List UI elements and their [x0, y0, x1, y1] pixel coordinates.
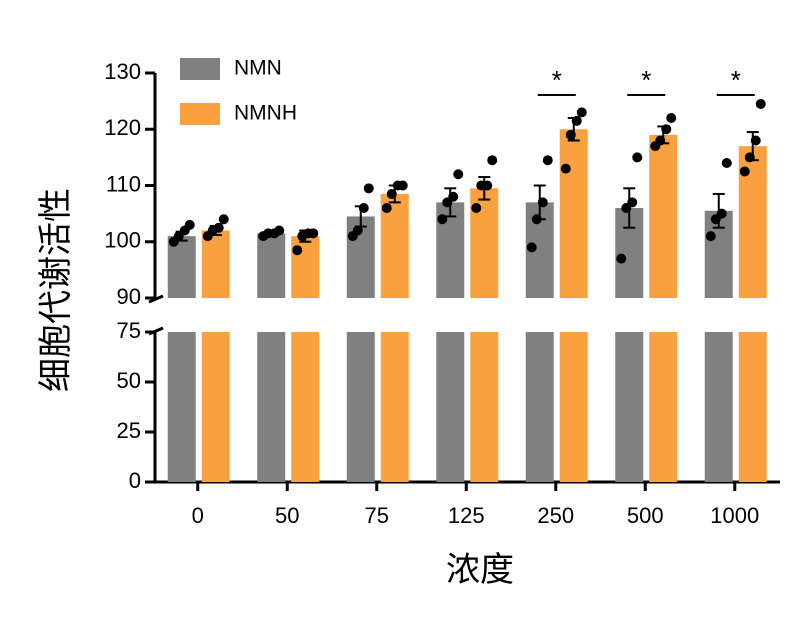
- x-tick-label: 75: [365, 503, 389, 528]
- x-tick-label: 0: [192, 503, 204, 528]
- y-tick-label: 90: [117, 284, 141, 309]
- bar: [738, 332, 767, 482]
- data-point: [308, 228, 319, 239]
- y-tick-label: 130: [104, 59, 141, 84]
- data-point: [655, 135, 666, 146]
- bar: [201, 332, 230, 482]
- bar: [704, 332, 733, 482]
- axis-break: [148, 294, 164, 304]
- x-tick-label: 1000: [710, 503, 759, 528]
- data-point: [632, 152, 643, 163]
- x-tick-label: 50: [275, 503, 299, 528]
- bar: [291, 332, 320, 482]
- legend-label: NMNH: [234, 102, 297, 125]
- data-point: [437, 214, 448, 225]
- data-point: [576, 107, 587, 118]
- data-point: [292, 245, 303, 256]
- data-point: [448, 191, 459, 202]
- bar: [615, 332, 644, 482]
- y-tick-label: 0: [129, 468, 141, 493]
- significance-label: *: [731, 65, 741, 95]
- y-tick-label: 100: [104, 228, 141, 253]
- data-point: [386, 188, 397, 199]
- data-point: [184, 219, 195, 230]
- data-point: [531, 214, 542, 225]
- legend-label: NMN: [234, 57, 282, 80]
- data-point: [482, 180, 493, 191]
- data-point: [363, 183, 374, 194]
- data-point: [453, 169, 464, 180]
- bar: [291, 236, 320, 298]
- data-point: [560, 163, 571, 174]
- data-point: [526, 242, 537, 253]
- data-point: [565, 129, 576, 140]
- bar: [201, 230, 230, 298]
- legend-swatch: [180, 58, 220, 80]
- data-point: [218, 214, 229, 225]
- data-point: [755, 98, 766, 109]
- bar: [649, 332, 678, 482]
- bar: [559, 332, 588, 482]
- y-tick-label: 50: [117, 368, 141, 393]
- bar: [380, 332, 409, 482]
- x-axis-label: 浓度: [446, 551, 514, 589]
- legend-swatch: [180, 103, 220, 125]
- y-tick-label: 75: [117, 318, 141, 343]
- data-point: [358, 203, 369, 213]
- data-point: [471, 203, 482, 213]
- data-point: [571, 115, 582, 126]
- data-point: [721, 158, 732, 168]
- data-point: [744, 152, 755, 163]
- data-point: [750, 135, 761, 146]
- data-point: [716, 208, 727, 219]
- x-tick-label: 250: [537, 503, 574, 528]
- data-point: [381, 203, 392, 213]
- data-point: [666, 113, 677, 123]
- y-tick-label: 110: [106, 171, 141, 196]
- bar: [257, 233, 286, 298]
- y-tick-label: 120: [104, 115, 141, 140]
- data-point: [537, 197, 548, 208]
- data-point: [616, 253, 627, 264]
- significance-label: *: [552, 65, 562, 95]
- bar: [167, 332, 196, 482]
- significance-label: *: [641, 65, 651, 95]
- y-tick-label: 25: [117, 418, 141, 443]
- bar: [257, 332, 286, 482]
- bar: [436, 332, 465, 482]
- data-point: [487, 155, 498, 166]
- x-tick-label: 500: [627, 503, 664, 528]
- bar: [649, 134, 678, 298]
- x-tick-label: 125: [448, 503, 485, 528]
- data-point: [705, 231, 716, 242]
- bar: [470, 332, 499, 482]
- y-axis-label: 细胞代谢活性: [37, 188, 75, 392]
- bar: [559, 129, 588, 298]
- data-point: [627, 197, 638, 208]
- data-point: [739, 166, 750, 177]
- data-point: [213, 222, 224, 233]
- data-point: [397, 180, 408, 191]
- data-point: [274, 225, 285, 236]
- data-point: [352, 225, 363, 236]
- data-point: [661, 124, 672, 135]
- bar: [525, 332, 554, 482]
- bar: [346, 332, 375, 482]
- data-point: [542, 155, 553, 166]
